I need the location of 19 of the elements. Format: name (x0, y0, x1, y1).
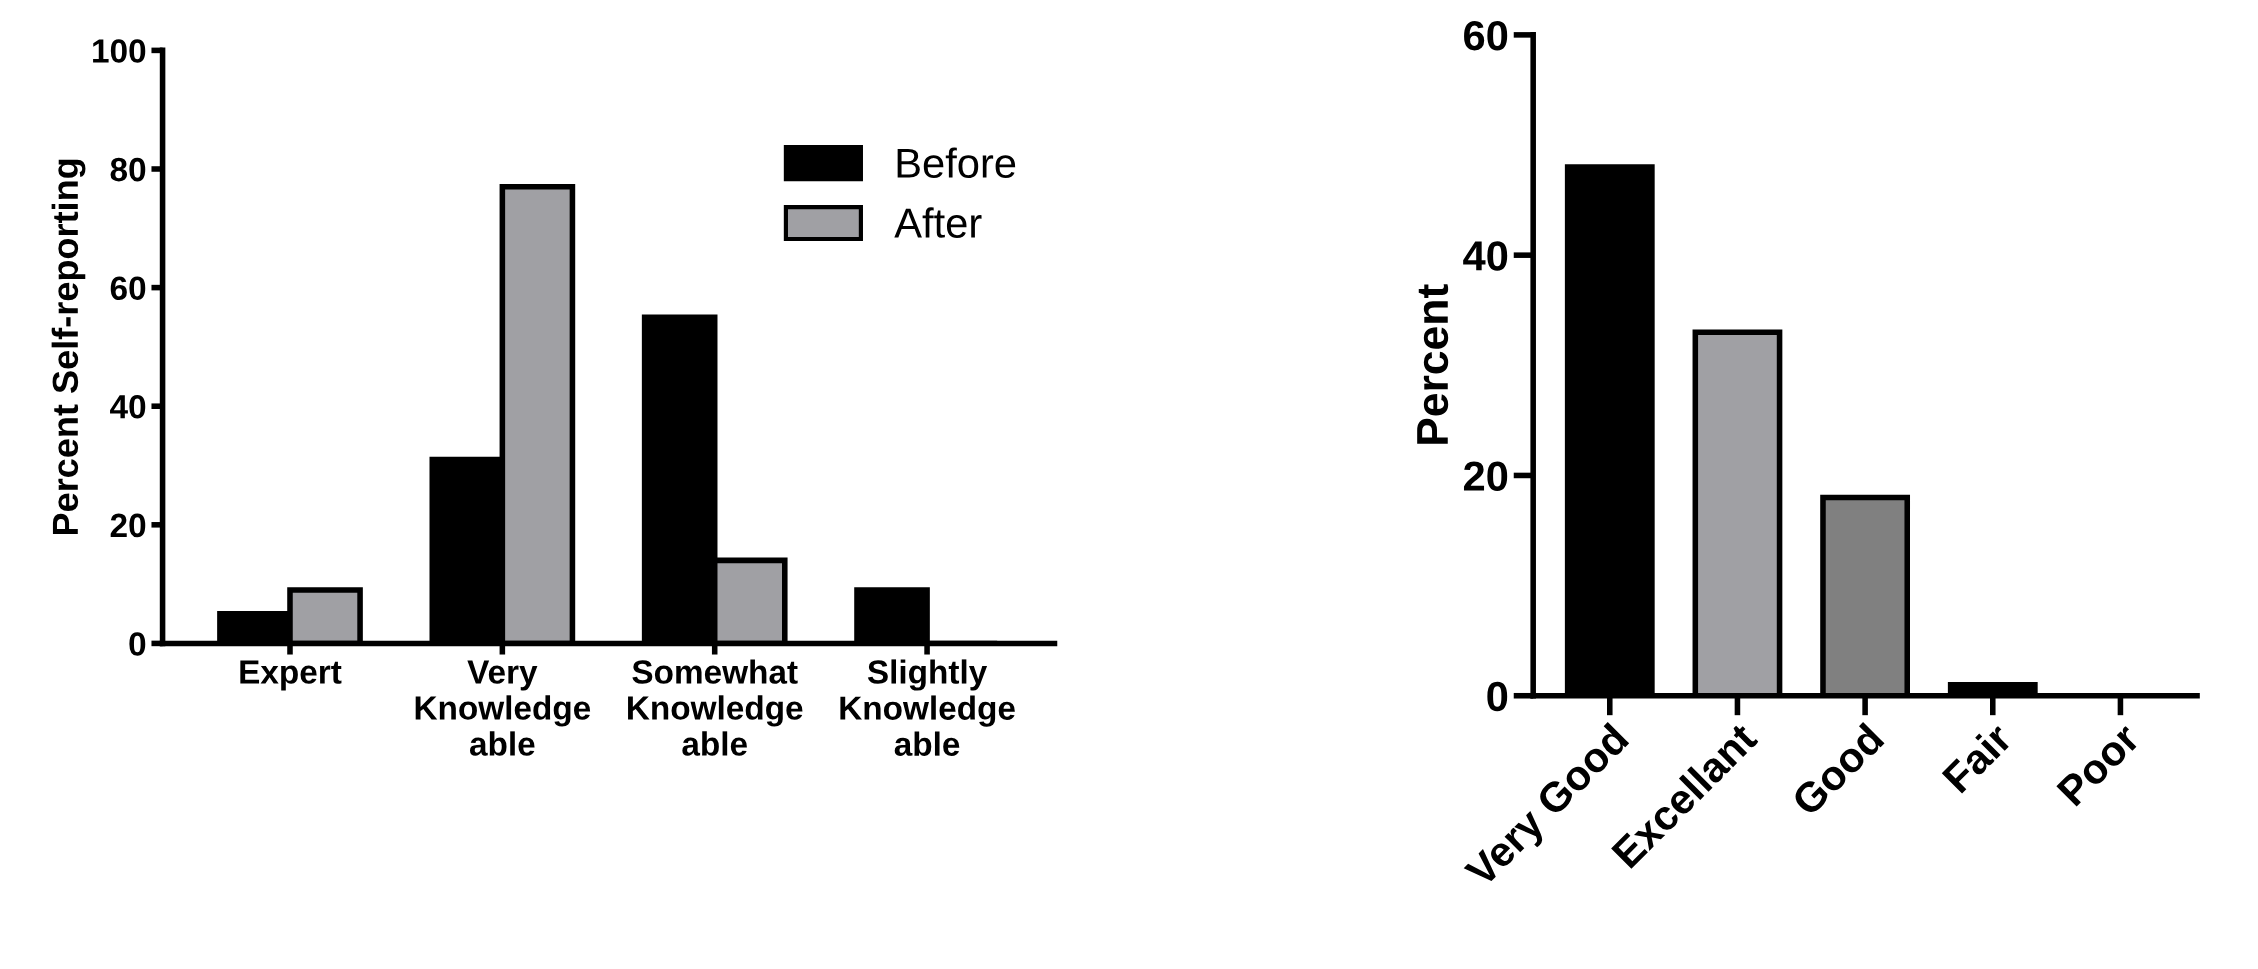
x-tick-label: Somewhat Knowledge able (628, 659, 803, 756)
y-tick-label: 0 (1487, 681, 1508, 712)
y-tick-label: 20 (110, 513, 146, 538)
legend-label: Before (897, 147, 1016, 179)
y-tick-label: 40 (110, 395, 146, 419)
y-tick-label: 20 (1463, 461, 1508, 491)
y-tick-label: 60 (1464, 20, 1508, 51)
y-tick-label: 40 (1463, 241, 1508, 271)
x-tick-label: Fair (1940, 720, 2014, 794)
y-tick-label: 60 (110, 276, 146, 301)
x-tick-label: Slightly Knowledge able (840, 659, 1015, 756)
x-tick-label: Very Knowledge able (415, 660, 591, 756)
y-axis-title: Percent Self-reporting (51, 159, 86, 535)
y-axis-title: Percent (1417, 284, 1449, 444)
x-tick-label: Expert (240, 660, 342, 691)
legend-label: After (894, 207, 982, 238)
y-tick-label: 80 (110, 157, 146, 182)
y-tick-label: 0 (129, 632, 146, 656)
y-tick-label: 100 (93, 39, 146, 63)
